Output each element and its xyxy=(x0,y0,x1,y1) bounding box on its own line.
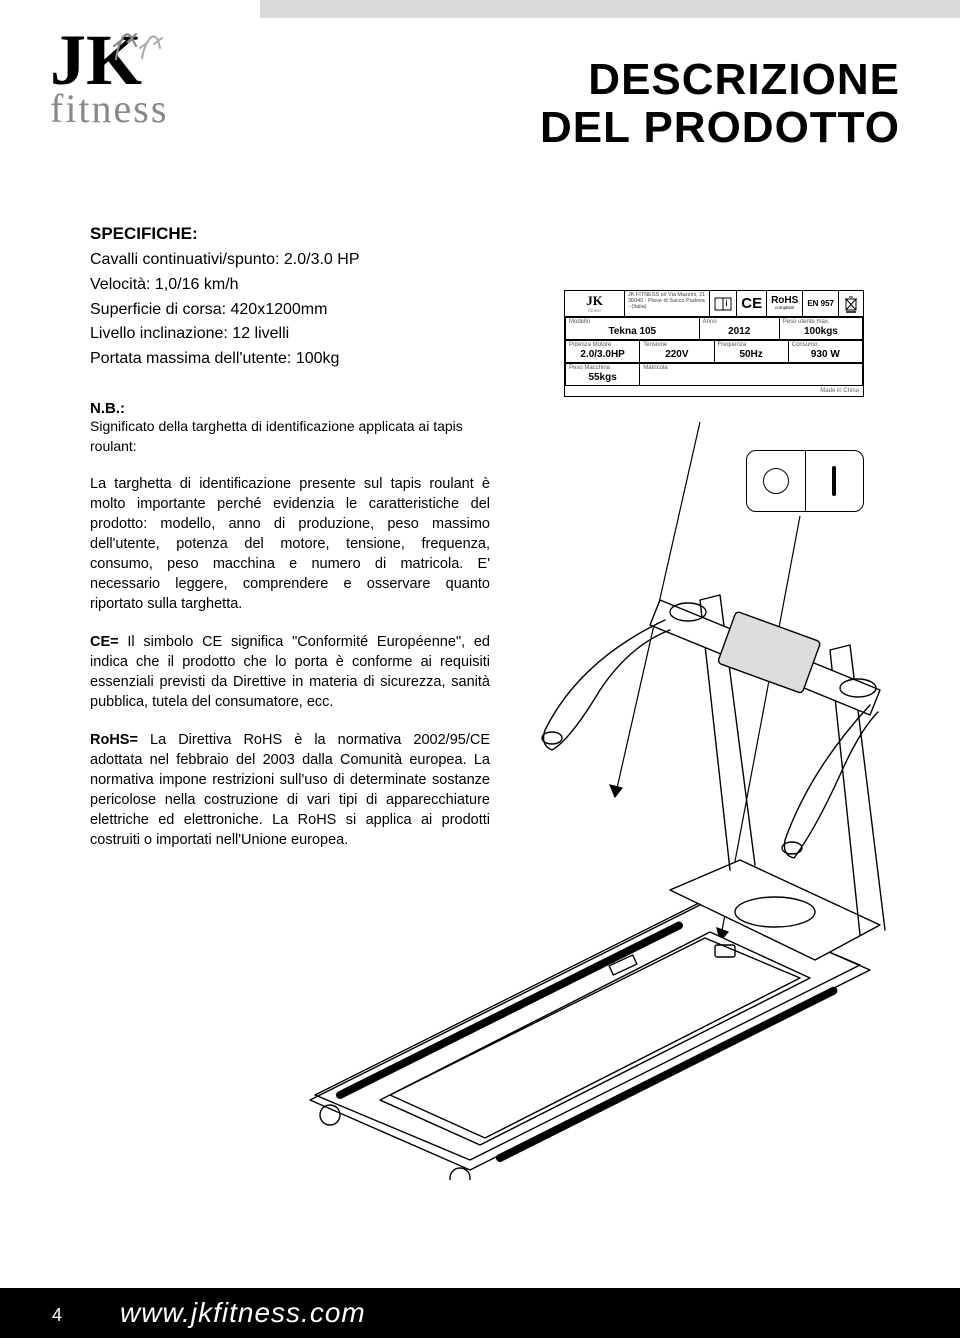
hdr-anno: Anno xyxy=(700,318,779,325)
plate-logo-sub: fitness xyxy=(568,309,621,314)
plate-madein: Made in China xyxy=(565,386,863,396)
val-ten: 220V xyxy=(640,348,713,362)
hdr-mat: Matricola xyxy=(640,364,862,371)
spec-line: Velocità: 1,0/16 km/h xyxy=(90,273,490,298)
svg-text:i: i xyxy=(726,299,728,308)
page-number: 4 xyxy=(52,1305,62,1326)
nb-sub: Significato della targhetta di identific… xyxy=(90,417,490,456)
treadmill-illustration xyxy=(270,540,910,1180)
spec-line: Superficie di corsa: 420x1200mm xyxy=(90,298,490,323)
ce-icon: CE xyxy=(737,291,767,316)
title-line2: DEL PRODOTTO xyxy=(540,104,900,152)
val-pot: 2.0/3.0HP xyxy=(566,348,639,362)
val-pesomax: 100kgs xyxy=(780,325,862,339)
hdr-cons: Consumo xyxy=(789,341,862,348)
hdr-freq: Frequenza xyxy=(715,341,788,348)
hdr-ten: Tensione xyxy=(640,341,713,348)
plate-address: JK FITNESS srl Via Mazzini, 21 36040 - P… xyxy=(625,291,710,316)
plate-table-3: Peso Macchina55kgs Matricola xyxy=(565,363,863,386)
plate-logo: JK fitness xyxy=(565,291,625,316)
rohs-icon: RoHS compliant xyxy=(767,291,803,316)
plate-table: ModelloTekna 105 Anno2012 Peso utente ma… xyxy=(565,317,863,340)
specs-heading: SPECIFICHE: xyxy=(90,224,490,244)
runner-silhouettes-icon xyxy=(106,24,166,64)
switch-off-icon xyxy=(747,451,806,511)
rohs-lead: RoHS= xyxy=(90,732,138,748)
title-line1: DESCRIZIONE xyxy=(540,56,900,104)
brand-fitness: fitness xyxy=(50,85,220,132)
nb-block: N.B.: Significato della targhetta di ide… xyxy=(90,400,490,456)
rohs-sub: compliant xyxy=(775,306,794,311)
switch-on-icon xyxy=(806,451,864,511)
spec-line: Livello inclinazione: 12 livelli xyxy=(90,322,490,347)
plate-icons: i CE RoHS compliant EN 957 xyxy=(710,291,863,316)
power-switch-detail xyxy=(746,450,864,512)
plate-logo-text: JK xyxy=(586,293,603,308)
nb-head: N.B.: xyxy=(90,400,490,417)
hdr-pesomax: Peso utente max. xyxy=(780,318,862,325)
id-plate: JK fitness JK FITNESS srl Via Mazzini, 2… xyxy=(564,290,864,397)
hdr-pm: Peso Macchina xyxy=(566,364,639,371)
weee-bin-icon xyxy=(839,291,863,316)
val-modello: Tekna 105 xyxy=(566,325,699,339)
page-title: DESCRIZIONE DEL PRODOTTO xyxy=(540,56,900,153)
spec-line: Cavalli continuativi/spunto: 2.0/3.0 HP xyxy=(90,248,490,273)
val-freq: 50Hz xyxy=(715,348,788,362)
plate-table-2: Potenza Motore2.0/3.0HP Tensione220V Fre… xyxy=(565,340,863,363)
top-grey-bar xyxy=(260,0,960,18)
plate-top-row: JK fitness JK FITNESS srl Via Mazzini, 2… xyxy=(565,291,863,317)
val-mat xyxy=(640,371,862,374)
val-cons: 930 W xyxy=(789,348,862,362)
ce-lead: CE= xyxy=(90,634,119,650)
val-pm: 55kgs xyxy=(566,371,639,385)
brand-logo: JK fitness xyxy=(50,28,220,132)
footer-url: www.jkfitness.com xyxy=(120,1297,366,1329)
footer-bar: 4 www.jkfitness.com xyxy=(0,1288,960,1338)
manual-icon: i xyxy=(710,291,737,316)
spec-line: Portata massima dell'utente: 100kg xyxy=(90,347,490,372)
standard-icon: EN 957 xyxy=(803,291,839,316)
std-text: EN 957 xyxy=(807,300,834,308)
hdr-modello: Modello xyxy=(566,318,699,325)
val-anno: 2012 xyxy=(700,325,779,339)
hdr-pot: Potenza Motore xyxy=(566,341,639,348)
